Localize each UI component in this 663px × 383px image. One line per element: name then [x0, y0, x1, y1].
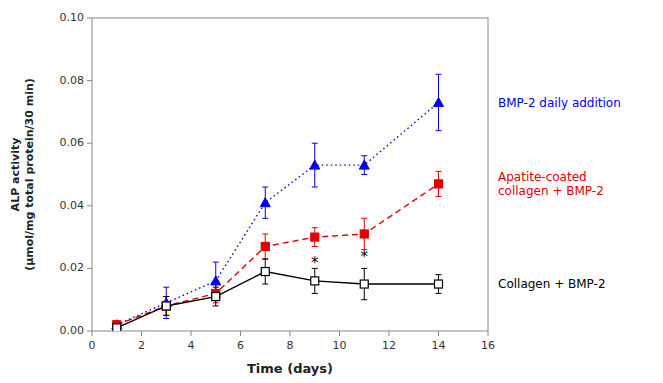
x-tick-label: 8: [287, 339, 294, 352]
x-tick-label: 10: [333, 339, 347, 352]
annotation: *: [311, 254, 319, 272]
error-bar: [312, 228, 318, 247]
x-axis-label: Time (days): [247, 361, 333, 376]
error-bar: [436, 171, 442, 196]
marker: [310, 160, 320, 169]
y-tick-label: 0.06: [60, 136, 85, 149]
series-label-line: BMP-2 daily addition: [498, 95, 621, 109]
y-tick-label: 0.04: [60, 199, 85, 212]
error-bar: [262, 259, 268, 284]
marker: [162, 302, 170, 310]
series-label-line: collagen + BMP-2: [498, 183, 604, 197]
y-tick: [87, 18, 92, 19]
y-tick: [87, 331, 92, 332]
marker: [311, 233, 319, 241]
x-tick: [389, 331, 390, 336]
y-tick: [87, 205, 92, 206]
y-axis-label: ALP activity(μmol/mg total protein/30 mi…: [9, 78, 36, 271]
series-line: [117, 184, 439, 325]
x-tick-label: 12: [382, 339, 396, 352]
plot-frame: [92, 18, 488, 331]
x-tick: [92, 331, 93, 336]
error-bar: [312, 268, 318, 293]
error-bar: [213, 287, 219, 306]
error-bar: [114, 325, 120, 331]
marker: [261, 242, 269, 250]
marker: [434, 98, 444, 107]
x-tick: [141, 331, 142, 336]
error-bar: [436, 275, 442, 294]
y-tick: [87, 268, 92, 269]
series-label-line: Collagen + BMP-2: [498, 277, 606, 291]
error-bar: [361, 218, 367, 249]
y-axis-label-line: (μmol/mg total protein/30 min): [23, 78, 36, 271]
x-tick: [240, 331, 241, 336]
x-tick-label: 4: [188, 339, 195, 352]
x-tick-label: 2: [138, 339, 145, 352]
error-bar: [361, 268, 367, 299]
marker: [311, 277, 319, 285]
marker: [435, 180, 443, 188]
x-tick-label: 16: [481, 339, 495, 352]
marker: [260, 198, 270, 207]
plot-data: [112, 74, 444, 331]
x-tick-label: 6: [237, 339, 244, 352]
marker: [435, 280, 443, 288]
error-bar: [262, 234, 268, 259]
series-label: BMP-2 daily addition: [498, 95, 621, 109]
marker: [212, 293, 220, 301]
marker: [360, 230, 368, 238]
marker: [360, 280, 368, 288]
marker: [113, 324, 121, 331]
series-label: Collagen + BMP-2: [498, 277, 606, 291]
y-tick: [87, 80, 92, 81]
series-line: [117, 103, 439, 325]
x-tick: [290, 331, 291, 336]
y-tick-label: 0.00: [60, 324, 85, 337]
x-tick-label: 0: [89, 339, 96, 352]
x-tick: [191, 331, 192, 336]
marker: [261, 268, 269, 276]
series-line: [117, 272, 439, 328]
x-tick-label: 14: [432, 339, 446, 352]
x-tick: [438, 331, 439, 336]
y-tick-label: 0.02: [60, 261, 85, 274]
y-tick-label: 0.10: [60, 11, 85, 24]
annotation: *: [361, 248, 369, 266]
series-label-line: Apatite-coated: [498, 169, 587, 183]
chart: 0.00 0.02 0.04 0.06 0.08 0.10 0 2 4 6 8 10 12 14 16 Tim…: [0, 0, 663, 383]
marker: [359, 160, 369, 169]
y-tick-label: 0.08: [60, 74, 85, 87]
x-tick: [339, 331, 340, 336]
marker: [162, 302, 170, 310]
error-bar: [163, 287, 169, 318]
series-label: Apatite-coatedcollagen + BMP-2: [498, 169, 604, 197]
marker: [211, 276, 221, 285]
y-axis-label-line: ALP activity: [9, 138, 22, 212]
x-tick: [488, 331, 489, 336]
y-tick: [87, 143, 92, 144]
